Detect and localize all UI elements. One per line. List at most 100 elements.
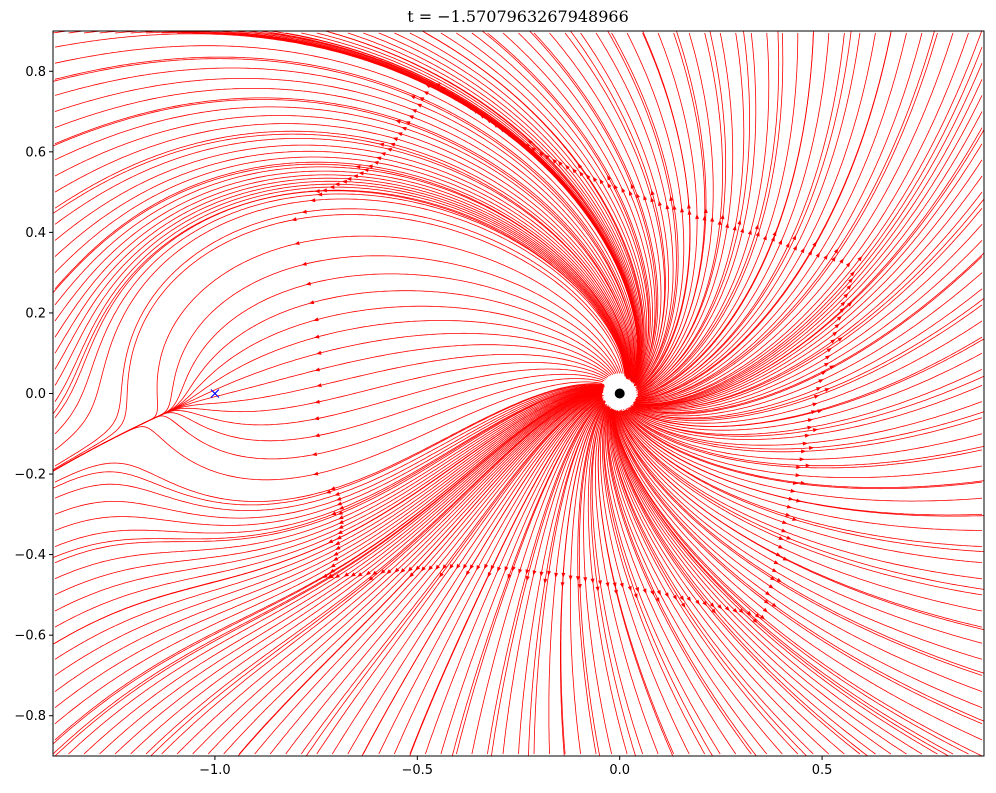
- stream-arrow: [338, 520, 344, 524]
- stream-arrow: [532, 570, 537, 576]
- streamline: [363, 32, 641, 383]
- stream-arrow: [772, 230, 777, 237]
- stream-arrow: [338, 505, 344, 510]
- streamline: [176, 390, 604, 755]
- stream-arrow: [746, 610, 752, 616]
- stream-arrow: [839, 258, 844, 264]
- streamline: [638, 31, 707, 389]
- stream-arrow: [770, 576, 776, 581]
- stream-arrow: [405, 121, 411, 126]
- streamline: [607, 410, 757, 756]
- stream-arrow: [658, 200, 662, 206]
- stream-arrow: [831, 256, 836, 262]
- streamline: [54, 177, 628, 379]
- streamline: [615, 413, 984, 722]
- streamline: [481, 31, 650, 381]
- stream-arrow: [386, 569, 392, 575]
- stream-arrow: [732, 608, 738, 613]
- stream-arrow: [376, 156, 382, 161]
- stream-arrow: [507, 573, 512, 580]
- streamline: [332, 32, 640, 383]
- streamline: [378, 395, 603, 755]
- streamline: [305, 394, 600, 756]
- stream-arrow: [325, 489, 331, 494]
- streamline: [560, 404, 604, 756]
- stream-arrow: [785, 242, 790, 248]
- streamline: [638, 31, 691, 387]
- streamline: [578, 406, 605, 756]
- stream-arrow: [338, 524, 344, 529]
- stream-arrow: [724, 606, 730, 612]
- streamline: [637, 31, 983, 403]
- stream-arrow: [771, 602, 777, 608]
- stream-arrow: [737, 219, 742, 225]
- y-tick-label: 0.4: [25, 226, 46, 241]
- stream-arrow: [392, 137, 398, 142]
- stream-arrow: [395, 119, 401, 124]
- stream-arrow: [857, 256, 863, 262]
- stream-arrow: [825, 355, 831, 360]
- streamline: [612, 412, 869, 756]
- stream-arrow: [592, 176, 598, 182]
- stream-arrow: [321, 188, 327, 193]
- stream-arrow: [416, 103, 422, 108]
- streamline: [269, 392, 604, 755]
- stream-arrow: [511, 566, 516, 572]
- streamline: [471, 398, 603, 755]
- stream-arrow: [316, 350, 322, 355]
- streamline: [54, 150, 629, 378]
- streamline: [54, 56, 636, 382]
- stream-arrow: [605, 582, 610, 588]
- stream-arrow: [518, 139, 524, 145]
- stream-arrow: [572, 168, 577, 174]
- streamline: [53, 133, 629, 376]
- stream-arrow: [294, 241, 300, 245]
- streamline: [619, 410, 983, 580]
- streamline: [610, 411, 808, 756]
- stream-arrow: [613, 589, 618, 595]
- streamline: [639, 31, 892, 400]
- stream-arrow: [786, 535, 792, 540]
- stream-arrow: [834, 323, 840, 329]
- stream-arrow: [824, 362, 830, 367]
- stream-arrow: [599, 178, 604, 185]
- stream-arrow: [308, 300, 315, 305]
- stream-arrow: [776, 578, 782, 583]
- stream-arrow: [565, 164, 570, 170]
- stream-arrow: [665, 204, 670, 210]
- stream-arrow: [725, 222, 729, 228]
- x-tick-label: 0.0: [609, 763, 630, 778]
- stream-arrow: [336, 496, 342, 501]
- stream-arrow: [543, 578, 548, 584]
- streamline: [614, 410, 983, 741]
- stream-arrow: [420, 566, 426, 572]
- stream-arrow: [334, 573, 340, 579]
- stream-arrow: [720, 214, 725, 220]
- streamline: [618, 411, 983, 612]
- stream-arrow: [848, 278, 853, 283]
- stream-arrow: [800, 247, 805, 254]
- stream-arrow: [322, 573, 328, 578]
- stream-arrow: [812, 428, 819, 433]
- stream-arrow: [656, 590, 661, 596]
- stream-arrow: [575, 576, 580, 582]
- streamline: [621, 409, 982, 531]
- stream-arrow: [843, 293, 849, 299]
- stream-arrow: [577, 584, 582, 590]
- stream-arrow: [560, 582, 565, 588]
- stream-arrow: [830, 339, 836, 344]
- stream-arrow: [497, 566, 501, 572]
- stream-arrow: [598, 580, 602, 586]
- stream-arrow: [332, 556, 339, 561]
- markers: [210, 388, 625, 399]
- stream-arrow: [456, 563, 461, 570]
- streamline: [54, 144, 630, 379]
- stream-arrow: [400, 568, 406, 573]
- stream-arrow: [633, 593, 638, 599]
- stream-arrow: [378, 142, 385, 147]
- stream-arrow: [544, 154, 550, 160]
- stream-arrow: [372, 570, 378, 576]
- stream-arrow: [419, 97, 425, 101]
- streamline: [54, 88, 634, 381]
- stream-arrow: [586, 174, 591, 180]
